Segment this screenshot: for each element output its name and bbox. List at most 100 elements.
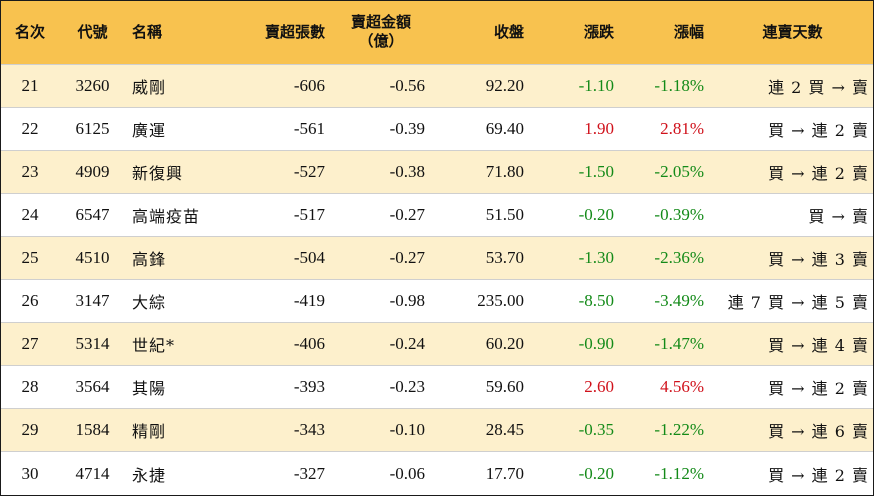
rank-cell: 28 xyxy=(21,377,39,397)
rank-cell: 22 xyxy=(21,118,39,138)
rank-cell: 25 xyxy=(21,247,39,267)
change-pct-cell: -2.36% xyxy=(654,247,704,267)
code-cell: 4510 xyxy=(75,247,110,267)
sell-amount-cell: -0.98 xyxy=(389,291,425,311)
header-code: 代號 xyxy=(77,22,108,41)
code-cell: 4909 xyxy=(75,161,110,181)
close-cell: 17.70 xyxy=(485,463,524,483)
close-cell: 59.60 xyxy=(485,377,524,397)
name-cell: 世紀* xyxy=(132,336,176,356)
table-row: 29 1584 精剛 -343 -0.10 28.45 -0.35 -1.22%… xyxy=(1,408,873,452)
sell-lots-cell: -517 xyxy=(293,204,325,224)
header-change-pct: 漲幅 xyxy=(673,22,704,41)
code-cell: 6547 xyxy=(75,204,110,224)
table-row: 27 5314 世紀* -406 -0.24 60.20 -0.90 -1.47… xyxy=(1,322,873,366)
code-cell: 1584 xyxy=(75,420,110,440)
sell-lots-cell: -343 xyxy=(293,420,325,440)
change-pct-cell: -2.05% xyxy=(654,161,704,181)
name-cell: 大綜 xyxy=(132,293,167,313)
table-row: 21 3260 威剛 -606 -0.56 92.20 -1.10 -1.18%… xyxy=(1,64,873,108)
sell-amount-cell: -0.10 xyxy=(389,420,425,440)
table-row: 23 4909 新復興 -527 -0.38 71.80 -1.50 -2.05… xyxy=(1,150,873,194)
sell-amount-cell: -0.39 xyxy=(389,118,425,138)
table-row: 28 3564 其陽 -393 -0.23 59.60 2.60 4.56% 買… xyxy=(1,365,873,409)
close-cell: 28.45 xyxy=(485,420,524,440)
name-cell: 高鋒 xyxy=(132,249,167,269)
header-row: 名次 代號 名稱 賣超張數 賣超金額 （億） 收盤 漲跌 漲幅 連賣天數 xyxy=(1,1,873,64)
name-cell: 廣運 xyxy=(132,120,167,140)
change-cell: -0.20 xyxy=(578,204,614,224)
name-cell: 其陽 xyxy=(132,379,167,399)
sell-lots-cell: -406 xyxy=(293,334,325,354)
rank-cell: 30 xyxy=(21,463,39,483)
close-cell: 51.50 xyxy=(485,204,524,224)
rank-cell: 24 xyxy=(21,204,39,224)
close-cell: 92.20 xyxy=(485,75,524,95)
header-sell-amount: 賣超金額 （億） xyxy=(331,1,431,64)
change-pct-cell: -1.12% xyxy=(654,463,704,483)
streak-cell: 買 → 連 2 賣 xyxy=(768,120,869,140)
streak-cell: 買 → 連 2 賣 xyxy=(768,163,869,183)
streak-cell: 買 → 賣 xyxy=(808,206,869,226)
close-cell: 60.20 xyxy=(485,334,524,354)
table-row: 25 4510 高鋒 -504 -0.27 53.70 -1.30 -2.36%… xyxy=(1,236,873,280)
header-close: 收盤 xyxy=(493,22,524,41)
header-sell-amount-label: 賣超金額 xyxy=(350,13,411,32)
streak-cell: 買 → 連 2 賣 xyxy=(768,379,869,399)
table-row: 24 6547 高端疫苗 -517 -0.27 51.50 -0.20 -0.3… xyxy=(1,193,873,237)
rank-cell: 23 xyxy=(21,161,39,181)
change-cell: -0.20 xyxy=(578,463,614,483)
sell-lots-cell: -393 xyxy=(293,377,325,397)
rank-cell: 29 xyxy=(21,420,39,440)
code-cell: 6125 xyxy=(75,118,110,138)
table-row: 22 6125 廣運 -561 -0.39 69.40 1.90 2.81% 買… xyxy=(1,107,873,151)
sell-amount-cell: -0.24 xyxy=(389,334,425,354)
change-pct-cell: -1.18% xyxy=(654,75,704,95)
sell-amount-cell: -0.38 xyxy=(389,161,425,181)
sell-amount-cell: -0.27 xyxy=(389,204,425,224)
name-cell: 新復興 xyxy=(132,163,184,183)
close-cell: 69.40 xyxy=(485,118,524,138)
header-sell-lots: 賣超張數 xyxy=(264,22,325,41)
header-streak: 連賣天數 xyxy=(762,22,823,41)
change-pct-cell: -0.39% xyxy=(654,204,704,224)
change-pct-cell: -3.49% xyxy=(654,291,704,311)
sell-lots-cell: -527 xyxy=(293,161,325,181)
change-cell: -8.50 xyxy=(578,291,614,311)
change-pct-cell: 4.56% xyxy=(660,377,704,397)
name-cell: 高端疫苗 xyxy=(132,206,201,226)
change-cell: 2.60 xyxy=(584,377,614,397)
change-cell: -0.35 xyxy=(578,420,614,440)
streak-cell: 買 → 連 2 賣 xyxy=(768,465,869,485)
sell-amount-cell: -0.56 xyxy=(389,75,425,95)
change-pct-cell: 2.81% xyxy=(660,118,704,138)
header-name: 名稱 xyxy=(132,22,163,41)
streak-cell: 連 2 買 → 賣 xyxy=(768,77,869,97)
change-cell: -1.50 xyxy=(578,161,614,181)
streak-cell: 買 → 連 4 賣 xyxy=(768,336,869,356)
close-cell: 71.80 xyxy=(485,161,524,181)
code-cell: 3564 xyxy=(75,377,110,397)
close-cell: 53.70 xyxy=(485,247,524,267)
name-cell: 威剛 xyxy=(132,77,167,97)
rank-cell: 27 xyxy=(21,334,39,354)
header-change: 漲跌 xyxy=(583,22,614,41)
streak-cell: 買 → 連 6 賣 xyxy=(768,422,869,442)
sell-lots-cell: -419 xyxy=(293,291,325,311)
streak-cell: 買 → 連 3 賣 xyxy=(768,249,869,269)
code-cell: 4714 xyxy=(75,463,110,483)
sell-lots-cell: -606 xyxy=(293,75,325,95)
table-row: 30 4714 永捷 -327 -0.06 17.70 -0.20 -1.12%… xyxy=(1,451,873,495)
close-cell: 235.00 xyxy=(477,291,524,311)
change-cell: -0.90 xyxy=(578,334,614,354)
streak-cell: 連 7 買 → 連 5 賣 xyxy=(727,293,869,313)
rank-cell: 21 xyxy=(21,75,39,95)
sell-lots-cell: -327 xyxy=(293,463,325,483)
rank-cell: 26 xyxy=(21,291,39,311)
change-cell: -1.10 xyxy=(578,75,614,95)
sell-amount-cell: -0.23 xyxy=(389,377,425,397)
name-cell: 永捷 xyxy=(132,465,167,485)
code-cell: 3147 xyxy=(75,291,110,311)
